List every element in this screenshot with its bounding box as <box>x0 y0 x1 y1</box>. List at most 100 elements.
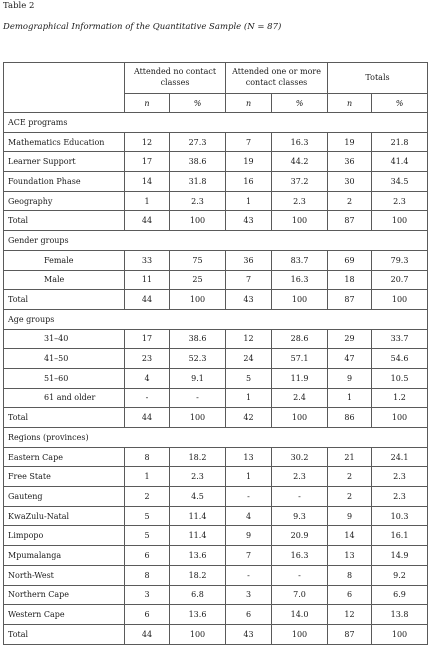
percent-cell: 57.1 <box>271 348 329 369</box>
percent-cell: 33.7 <box>371 328 429 350</box>
count-cell: 2 <box>124 486 170 507</box>
table-row: Limpopo 5 11.4 9 20.9 14 16.1 <box>3 525 429 547</box>
count-cell: 8 <box>124 446 170 468</box>
header-group-totals: Totals <box>327 62 429 94</box>
percent-cell: 2.4 <box>271 387 329 409</box>
percent-cell: 7.0 <box>271 584 329 606</box>
percent-cell: 16.3 <box>271 269 329 291</box>
count-cell: 4 <box>124 367 170 389</box>
table-row: Eastern Cape 8 18.2 13 30.2 21 24.1 <box>3 446 429 468</box>
section-title: Regions (provinces) <box>2 427 429 448</box>
row-label: Male <box>3 269 125 291</box>
count-cell: 19 <box>225 151 273 173</box>
subheader-percent: % <box>371 93 429 113</box>
total-row: Total 44 100 43 100 87 100 <box>3 623 429 645</box>
percent-cell: 9.2 <box>371 564 429 586</box>
percent-cell: 6.9 <box>371 584 429 606</box>
percent-cell: 16.1 <box>371 525 429 547</box>
section-title: Age groups <box>2 308 429 330</box>
count-cell: 2 <box>327 466 373 488</box>
percent-cell: 37.2 <box>271 171 329 192</box>
count-cell: 6 <box>124 604 170 625</box>
subheader-percent: % <box>271 93 329 113</box>
row-label: KwaZulu-Natal <box>3 505 125 527</box>
percent-cell: 2.3 <box>168 466 227 488</box>
percent-cell: 24.1 <box>371 446 429 468</box>
percent-cell: 2.3 <box>371 466 429 488</box>
percent-cell: 16.3 <box>271 131 329 153</box>
count-cell: 44 <box>124 210 170 232</box>
count-cell: 44 <box>124 407 170 428</box>
demographics-table: Attended no contact classes Attended one… <box>2 62 429 645</box>
percent-cell: 54.6 <box>371 348 429 369</box>
count-cell: - <box>124 387 170 409</box>
count-cell: 3 <box>225 584 273 606</box>
percent-cell: 100 <box>271 407 329 428</box>
count-cell: 4 <box>225 505 273 527</box>
table-row: Mathematics Education 12 27.3 7 16.3 19 21.8 <box>3 131 429 153</box>
count-cell: 1 <box>124 190 170 212</box>
row-label: Mpumalanga <box>3 545 125 566</box>
count-cell: 23 <box>124 348 170 369</box>
header-row: Attended no contact classes Attended one… <box>3 62 429 113</box>
count-cell: 7 <box>225 131 273 153</box>
table-row: Free State 1 2.3 1 2.3 2 2.3 <box>3 466 429 488</box>
count-cell: 44 <box>124 623 170 645</box>
count-cell: 69 <box>327 249 373 271</box>
count-cell: 1 <box>225 190 273 212</box>
percent-cell: 18.2 <box>168 446 227 468</box>
percent-cell: - <box>168 387 227 409</box>
section-header-row: Age groups <box>2 308 429 330</box>
subheader-percent: % <box>168 93 227 113</box>
percent-cell: 100 <box>168 407 227 428</box>
count-cell: 86 <box>327 407 373 428</box>
percent-cell: 27.3 <box>168 131 227 153</box>
percent-cell: 52.3 <box>168 348 227 369</box>
percent-cell: 14.0 <box>271 604 329 625</box>
percent-cell: 28.6 <box>271 328 329 350</box>
count-cell: 36 <box>327 151 373 173</box>
percent-cell: 38.6 <box>168 151 227 173</box>
count-cell: 12 <box>124 131 170 153</box>
table-row: Geography 1 2.3 1 2.3 2 2.3 <box>3 190 429 212</box>
count-cell: 1 <box>225 466 273 488</box>
percent-cell: 25 <box>168 269 227 291</box>
count-cell: 21 <box>327 446 373 468</box>
row-label: North-West <box>3 564 125 586</box>
percent-cell: 20.7 <box>371 269 429 291</box>
row-label: Mathematics Education <box>3 131 125 153</box>
header-corner-cell <box>3 62 125 113</box>
row-label: Eastern Cape <box>3 446 125 468</box>
count-cell: 42 <box>225 407 273 428</box>
count-cell: 33 <box>124 249 170 271</box>
percent-cell: 100 <box>271 210 329 232</box>
percent-cell: 10.5 <box>371 367 429 389</box>
percent-cell: 1.2 <box>371 387 429 409</box>
count-cell: 5 <box>124 525 170 547</box>
row-label: Gauteng <box>3 486 125 507</box>
percent-cell: 20.9 <box>271 525 329 547</box>
section-title: Gender groups <box>2 230 429 251</box>
row-label: Female <box>3 249 125 271</box>
count-cell: 17 <box>124 328 170 350</box>
percent-cell: 34.5 <box>371 171 429 192</box>
count-cell: 19 <box>327 131 373 153</box>
subheader-n: n <box>124 93 170 113</box>
table-number: Table 2 <box>3 1 35 11</box>
header-group-contact: Attended one or more contact classes <box>225 62 329 94</box>
row-label: Limpopo <box>3 525 125 547</box>
percent-cell: 100 <box>271 289 329 310</box>
table-row: 61 and older - -1 2.4 1 1.2 <box>3 387 429 409</box>
percent-cell: 9.3 <box>271 505 329 527</box>
count-cell: 29 <box>327 328 373 350</box>
row-label: 61 and older <box>3 387 125 409</box>
percent-cell: 11.4 <box>168 525 227 547</box>
percent-cell: 6.8 <box>168 584 227 606</box>
count-cell: 12 <box>327 604 373 625</box>
total-row: Total 44 100 43 100 87 100 <box>3 210 429 232</box>
percent-cell: 44.2 <box>271 151 329 173</box>
count-cell: 30 <box>327 171 373 192</box>
percent-cell: 75 <box>168 249 227 271</box>
percent-cell: 18.2 <box>168 564 227 586</box>
percent-cell: 13.6 <box>168 604 227 625</box>
